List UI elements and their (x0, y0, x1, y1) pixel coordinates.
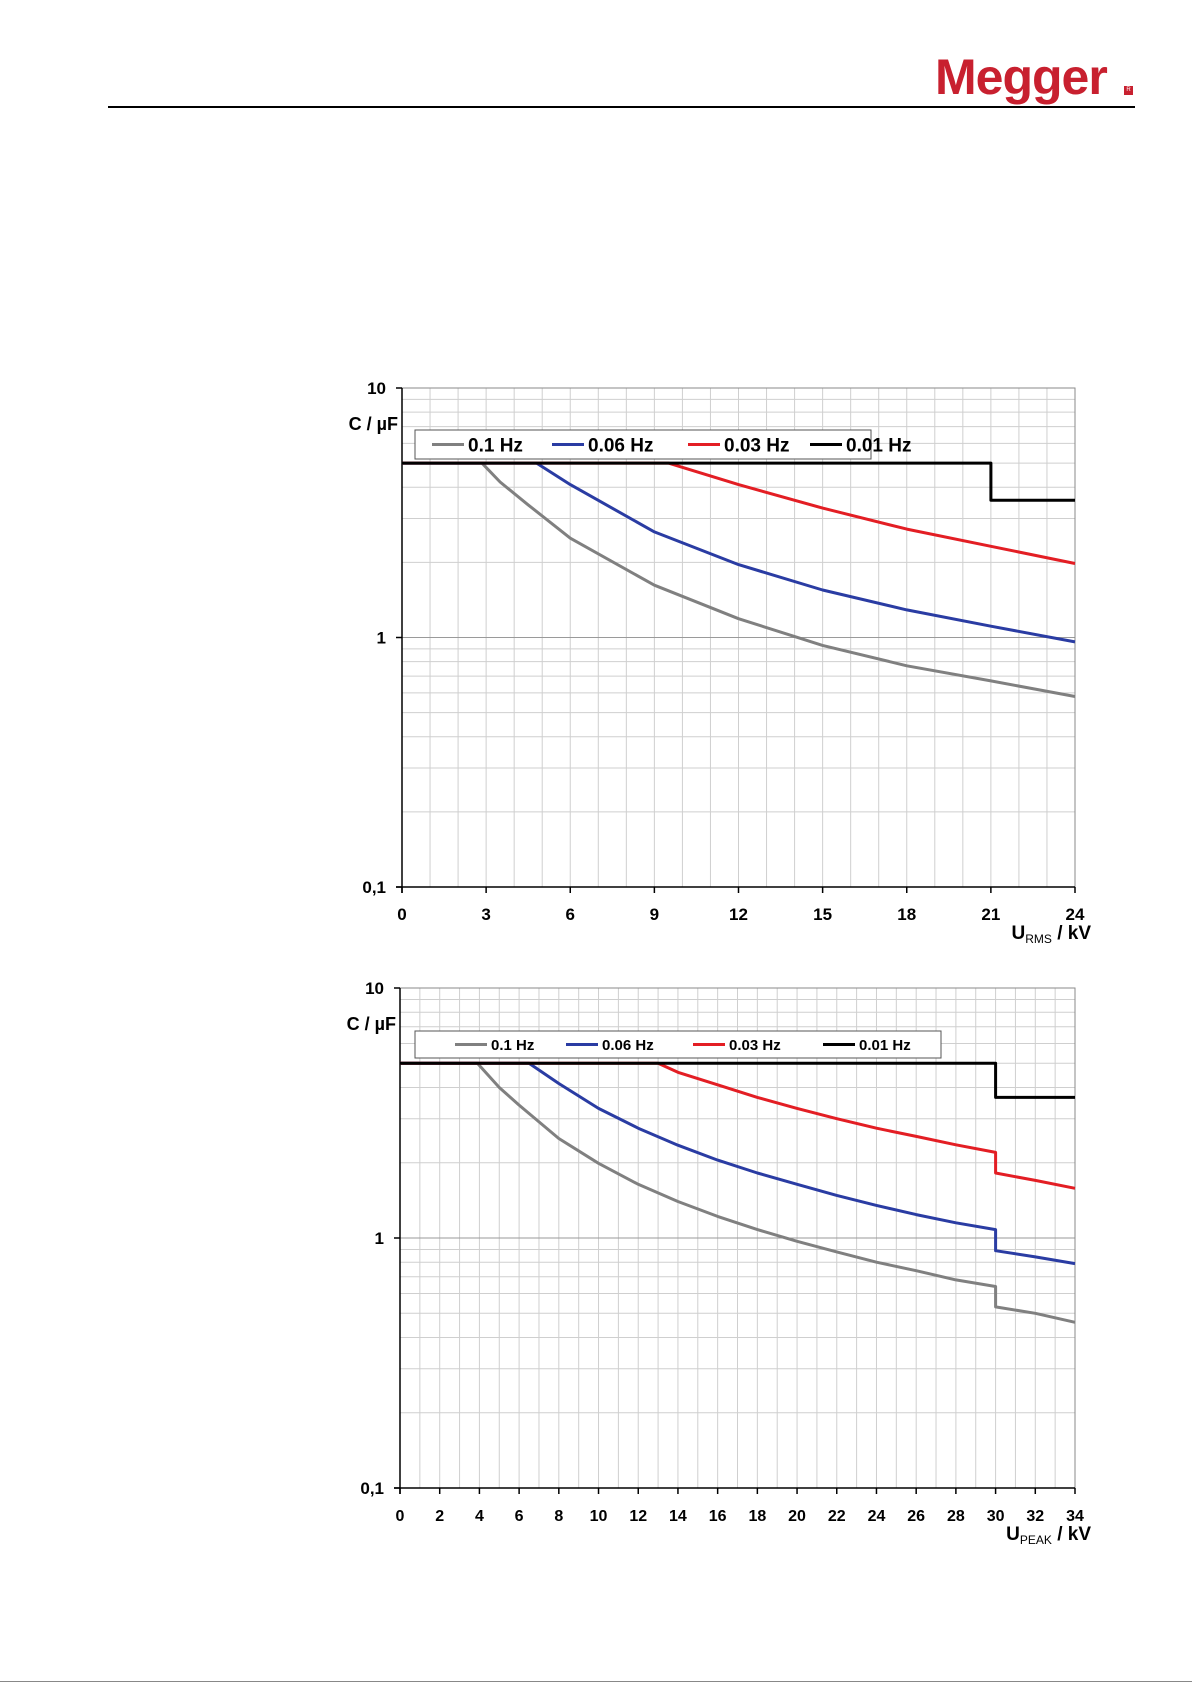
legend-label: 0.06 Hz (588, 435, 653, 456)
x-tick-label: 26 (907, 1508, 925, 1525)
x-tick-label: 6 (515, 1508, 524, 1525)
legend-label: 0.03 Hz (729, 1037, 781, 1054)
series-line-0.01-hz (402, 461, 1075, 502)
legend: 0.1 Hz 0.06 Hz 0.03 Hz 0.01 Hz (414, 1030, 942, 1059)
series-line-0.06-hz (400, 1061, 1076, 1266)
x-tick-label: 9 (650, 905, 659, 924)
x-tick-label: 4 (475, 1508, 484, 1525)
legend-label: 0.01 Hz (846, 435, 911, 456)
x-tick-label: 22 (828, 1508, 846, 1525)
x-tick-label: 15 (813, 905, 832, 924)
legend-box (414, 429, 872, 460)
y-tick-label: 1 (375, 1229, 384, 1248)
x-tick-label: 2 (435, 1508, 444, 1525)
x-tick-label: 6 (566, 905, 575, 924)
x-tick-label: 18 (897, 905, 916, 924)
x-axis-label: UPEAK / kV (1006, 1524, 1091, 1547)
x-tick-label: 32 (1026, 1508, 1044, 1525)
legend-label: 0.01 Hz (859, 1037, 911, 1054)
x-tick-label: 24 (868, 1508, 886, 1525)
megger-logo: Megger (935, 49, 1108, 105)
header-divider (108, 106, 1135, 108)
x-tick-label: 0 (396, 1508, 405, 1525)
legend-label: 0.1 Hz (491, 1037, 534, 1054)
legend-label: 0.1 Hz (468, 435, 523, 456)
legend: 0.1 Hz 0.06 Hz 0.03 Hz 0.01 Hz (414, 429, 911, 460)
x-axis-label: URMS / kV (1012, 923, 1092, 946)
x-tick-label: 8 (554, 1508, 563, 1525)
x-tick-label: 21 (981, 905, 1000, 924)
x-tick-label: 10 (590, 1508, 608, 1525)
x-tick-label: 16 (709, 1508, 727, 1525)
x-tick-label: 12 (629, 1508, 647, 1525)
x-tick-label: 30 (987, 1508, 1005, 1525)
registered-mark: R (1124, 86, 1133, 95)
x-tick-label: 28 (947, 1508, 965, 1525)
y-tick-label: 0,1 (360, 1479, 384, 1498)
series-line-0.03-hz (400, 1061, 1076, 1190)
legend-label: 0.06 Hz (602, 1037, 654, 1054)
x-tick-label: 14 (669, 1508, 687, 1525)
y-axis-label: C / µF (349, 414, 398, 434)
footer-divider (0, 1681, 1192, 1682)
legend-label: 0.03 Hz (724, 435, 789, 456)
x-tick-label: 24 (1066, 905, 1085, 924)
x-tick-label: 0 (397, 905, 406, 924)
series-line-0.1-hz (400, 1061, 1076, 1324)
x-tick-label: 34 (1066, 1508, 1084, 1525)
x-tick-label: 18 (748, 1508, 766, 1525)
x-tick-label: 12 (729, 905, 748, 924)
x-tick-label: 3 (481, 905, 490, 924)
series-line-0.01-hz (400, 1061, 1075, 1099)
series-line-0.1-hz (402, 461, 1076, 698)
y-axis-label: C / µF (347, 1014, 396, 1034)
y-tick-label: 10 (365, 979, 384, 998)
y-tick-label: 10 (367, 379, 386, 398)
y-tick-label: 0,1 (362, 878, 386, 897)
y-tick-label: 1 (377, 629, 386, 648)
x-tick-label: 20 (788, 1508, 806, 1525)
series-line-0.06-hz (402, 461, 1076, 644)
